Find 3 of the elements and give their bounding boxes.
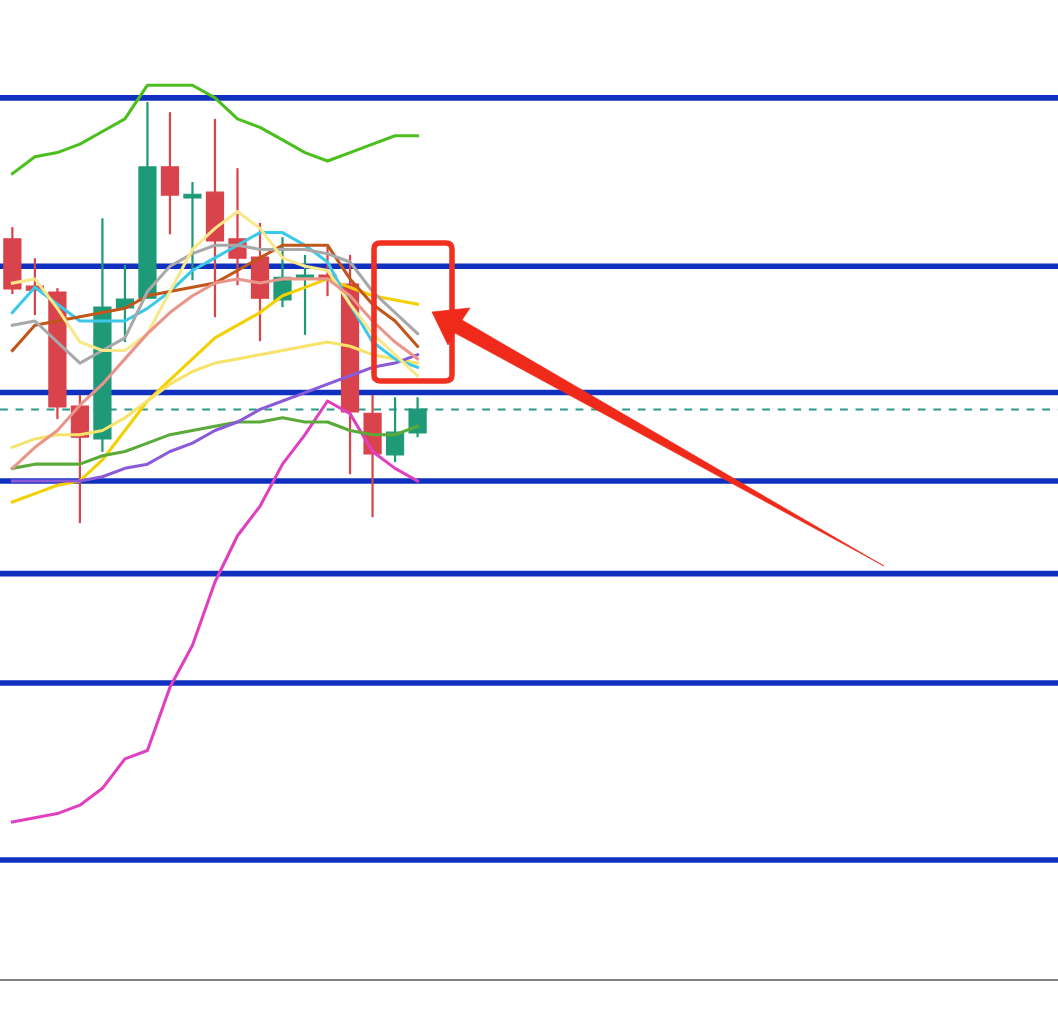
candlestick bbox=[385, 396, 405, 464]
candlestick bbox=[183, 180, 202, 282]
candlestick bbox=[408, 396, 427, 439]
